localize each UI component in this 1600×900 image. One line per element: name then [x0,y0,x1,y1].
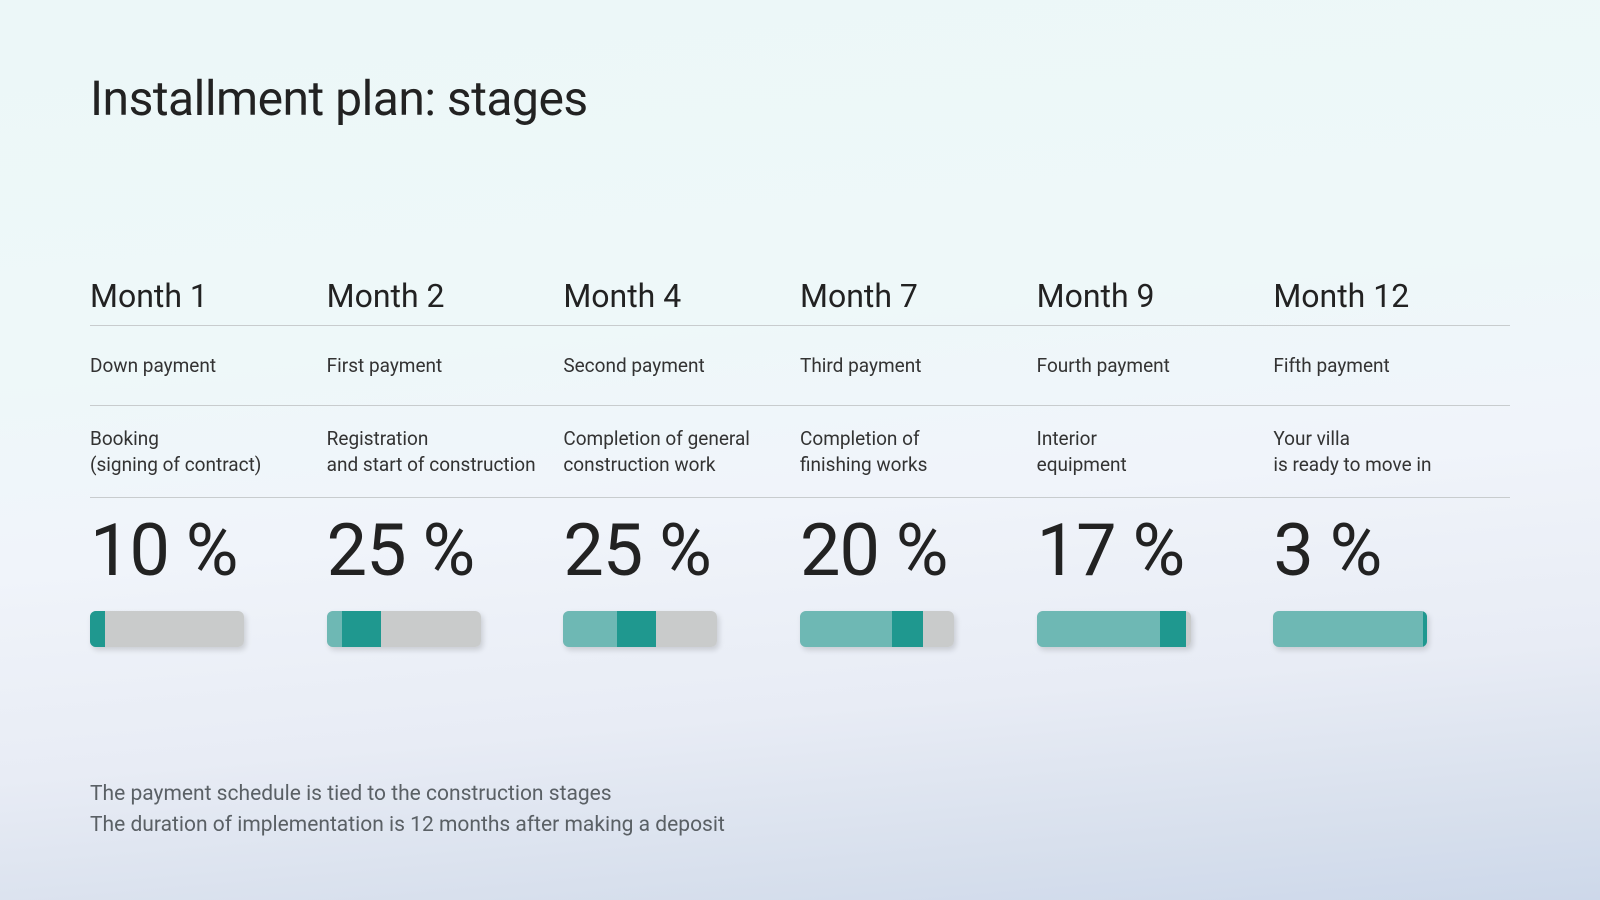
stage-progress-bar [800,593,1037,647]
bar-cumulative [1273,611,1427,647]
bar-current [617,611,656,647]
stage-payment-label: Down payment [90,326,327,405]
stage-description: Completion of finishing works [800,406,1037,497]
stage-progress-bar [563,593,800,647]
bar-current [1423,611,1428,647]
stage-progress-bar [327,593,564,647]
stage-percent: 10 % [90,498,327,593]
stage-month-label: Month 7 [800,277,1037,325]
stage-payment-label: Fourth payment [1037,326,1274,405]
stage-month-label: Month 9 [1037,277,1274,325]
footer-note: The payment schedule is tied to the cons… [90,779,725,840]
page-title: Installment plan: stages [90,70,1510,127]
stage-description: Your villa is ready to move in [1273,406,1510,497]
stage-progress-bar [1037,593,1274,647]
stage-payment-label: Third payment [800,326,1037,405]
stage-description: Interior equipment [1037,406,1274,497]
stage-percent: 25 % [563,498,800,593]
bar-track [90,611,244,647]
stage-description: Booking (signing of contract) [90,406,327,497]
stage-payment-label: First payment [327,326,564,405]
stage-month-label: Month 4 [563,277,800,325]
stage-month-label: Month 12 [1273,277,1510,325]
bar-current [1160,611,1186,647]
bar-current [892,611,923,647]
stage-description: Completion of general construction work [563,406,800,497]
stage-progress-bar [90,593,327,647]
stage-progress-bar [1273,593,1510,647]
stage-month-label: Month 2 [327,277,564,325]
stage-payment-label: Second payment [563,326,800,405]
stages-table: Month 1Month 2Month 4Month 7Month 9Month… [90,277,1510,647]
stage-percent: 3 % [1273,498,1510,593]
stage-percent: 20 % [800,498,1037,593]
stage-percent: 17 % [1037,498,1274,593]
stage-month-label: Month 1 [90,277,327,325]
bar-current [342,611,381,647]
stage-description: Registration and start of construction [327,406,564,497]
stage-payment-label: Fifth payment [1273,326,1510,405]
stage-percent: 25 % [327,498,564,593]
bar-current [90,611,105,647]
